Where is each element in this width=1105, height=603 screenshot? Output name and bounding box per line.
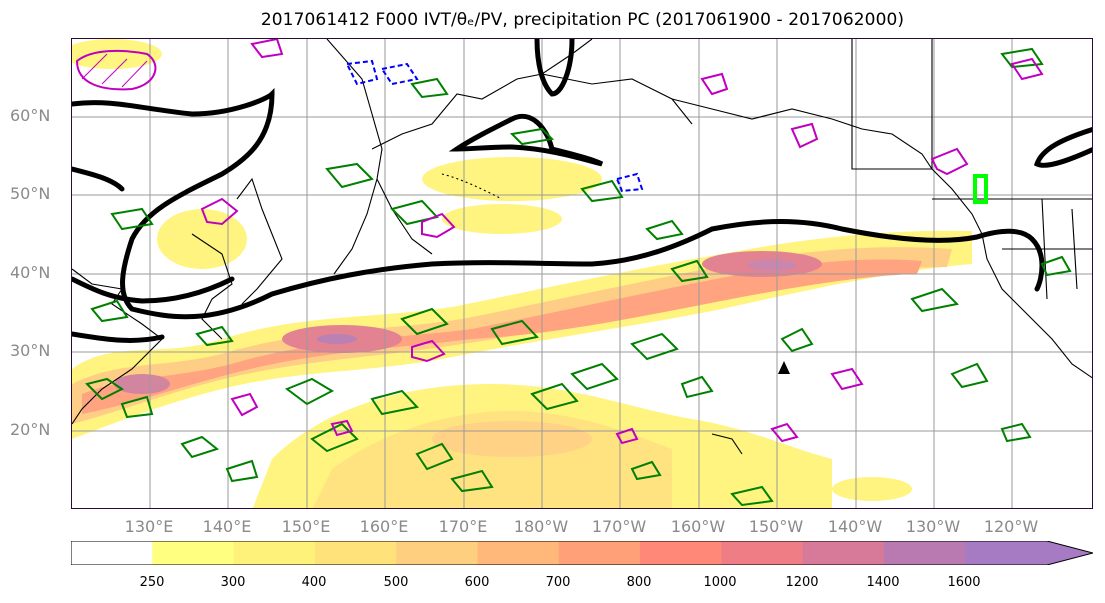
pv-negative-contours xyxy=(345,59,644,193)
colorbar-tick-600: 600 xyxy=(464,575,490,590)
map-panel xyxy=(71,38,1093,509)
colorbar-cell xyxy=(558,541,641,565)
lat-label-50n: 50°N xyxy=(10,184,51,203)
colorbar-tick-1000: 1000 xyxy=(703,575,737,590)
colorbar-cell xyxy=(640,541,722,565)
colorbar-cell xyxy=(396,541,478,565)
lon-label-170w: 170°W xyxy=(591,517,647,536)
graticule xyxy=(72,39,1092,508)
colorbar-cells xyxy=(71,541,1093,565)
lat-label-20n: 20°N xyxy=(10,420,51,439)
colorbar-cell xyxy=(71,541,153,565)
colorbar-tick-800: 800 xyxy=(626,575,652,590)
ivt-shading xyxy=(72,39,972,508)
colorbar-cell xyxy=(802,541,885,565)
marker-drop xyxy=(778,361,790,374)
colorbar-cell xyxy=(314,541,397,565)
lon-label-130e: 130°E xyxy=(124,517,174,536)
lon-label-130w: 130°W xyxy=(905,517,961,536)
lon-label-170e: 170°E xyxy=(438,517,488,536)
lon-label-140e: 140°E xyxy=(202,517,252,536)
colorbar-cell xyxy=(721,541,804,565)
colorbar-extend-arrow xyxy=(1047,541,1093,565)
colorbar-cell xyxy=(884,541,966,565)
lat-label-30n: 30°N xyxy=(10,341,51,360)
lat-label-60n: 60°N xyxy=(10,106,51,125)
colorbar-tick-500: 500 xyxy=(383,575,409,590)
map-canvas xyxy=(72,39,1092,508)
colorbar-tick-700: 700 xyxy=(545,575,571,590)
colorbar-tick-250: 250 xyxy=(139,575,165,590)
lon-label-150e: 150°E xyxy=(281,517,331,536)
lon-label-140w: 140°W xyxy=(827,517,883,536)
lon-label-160w: 160°W xyxy=(670,517,726,536)
colorbar-tick-1400: 1400 xyxy=(866,575,900,590)
lon-label-180w: 180°W xyxy=(513,517,569,536)
lat-label-40n: 40°N xyxy=(10,263,51,282)
lon-label-160e: 160°E xyxy=(359,517,409,536)
colorbar-cell xyxy=(477,541,560,565)
highlight-box xyxy=(973,174,988,204)
pv-contours xyxy=(75,39,1044,445)
colorbar-cell xyxy=(152,541,235,565)
colorbar-cell xyxy=(233,541,316,565)
colorbar-cell xyxy=(965,541,1047,565)
colorbar xyxy=(71,541,1093,565)
lon-label-150w: 150°W xyxy=(748,517,804,536)
lon-label-120w: 120°W xyxy=(983,517,1039,536)
colorbar-tick-1600: 1600 xyxy=(947,575,981,590)
theta-e-contours xyxy=(85,47,1072,507)
figure-title: 2017061412 F000 IVT/θₑ/PV, precipitation… xyxy=(260,10,905,30)
coastlines xyxy=(72,39,1092,455)
colorbar-tick-400: 400 xyxy=(301,575,327,590)
ivt-contours xyxy=(72,39,1092,343)
colorbar-tick-1200: 1200 xyxy=(785,575,819,590)
colorbar-tick-300: 300 xyxy=(220,575,246,590)
